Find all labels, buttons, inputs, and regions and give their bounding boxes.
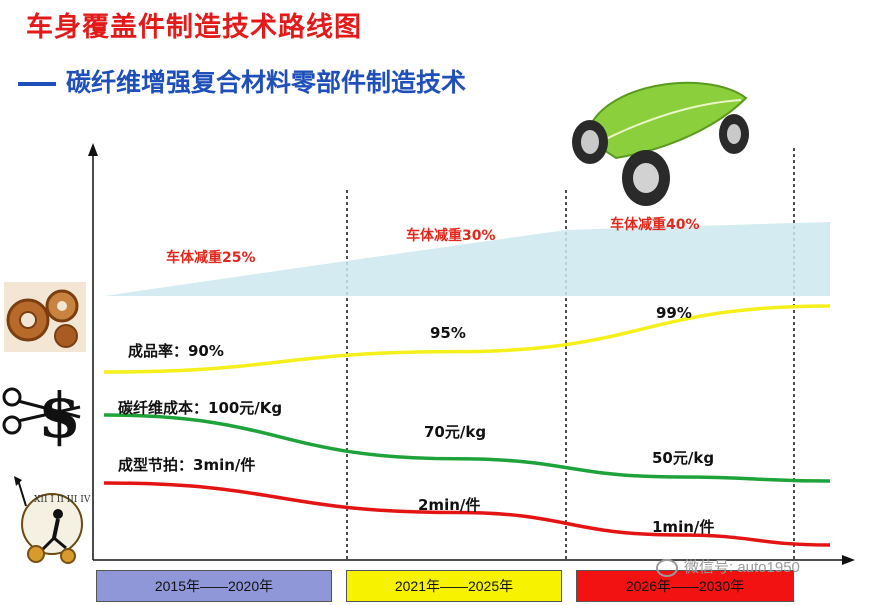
page-title: 车身覆盖件制造技术路线图 (26, 12, 362, 43)
subtitle-text: 碳纤维增强复合材料零部件制造技术 (66, 68, 467, 97)
period-label: 2026年——2030年 (625, 578, 745, 594)
watermark-text: 微信号: auto1950 (684, 559, 800, 576)
y-axis-arrow (88, 143, 98, 156)
series-cycle-time-line (103, 481, 831, 547)
series-yield-line (103, 304, 831, 374)
label-cost-1: 碳纤维成本：100元/Kg (118, 399, 282, 417)
label-weight-3: 车体减重40% (610, 216, 700, 233)
period-box-2026-2030: 2026年——2030年 (576, 570, 794, 602)
label-cycle-3: 1min/件 (652, 518, 714, 536)
svg-text:XII I II III IV: XII I II III IV (34, 495, 91, 505)
period-label: 2015年——2020年 (154, 578, 274, 594)
label-cost-3: 50元/kg (652, 449, 714, 467)
label-yield-3: 99% (656, 304, 692, 322)
period-box-2015-2020: 2015年——2020年 (96, 570, 332, 602)
scissors-dollar-icon: $ (2, 379, 81, 452)
leaf-car-icon (572, 81, 749, 206)
wechat-icon (656, 559, 678, 578)
clock-runner-icon: XII I II III IV (14, 476, 91, 564)
gears-icon (4, 282, 86, 352)
wechat-watermark: 微信号: auto1950 (656, 556, 800, 578)
label-weight-2: 车体减重30% (406, 227, 496, 244)
period-box-2021-2025: 2021年——2025年 (346, 570, 562, 602)
label-cycle-2: 2min/件 (418, 496, 480, 514)
label-yield-1: 成品率：90% (128, 342, 224, 360)
label-yield-2: 95% (430, 324, 466, 342)
subtitle-dash (18, 82, 56, 86)
series-weight-reduction-band (104, 222, 830, 296)
series-cost-line (103, 413, 831, 483)
x-axis-arrow (842, 555, 855, 565)
period-label: 2021年——2025年 (394, 578, 514, 594)
label-cycle-1: 成型节拍：3min/件 (118, 456, 255, 474)
page-subtitle: 碳纤维增强复合材料零部件制造技术 (18, 63, 466, 99)
label-weight-1: 车体减重25% (166, 249, 256, 266)
label-cost-2: 70元/kg (424, 423, 486, 441)
